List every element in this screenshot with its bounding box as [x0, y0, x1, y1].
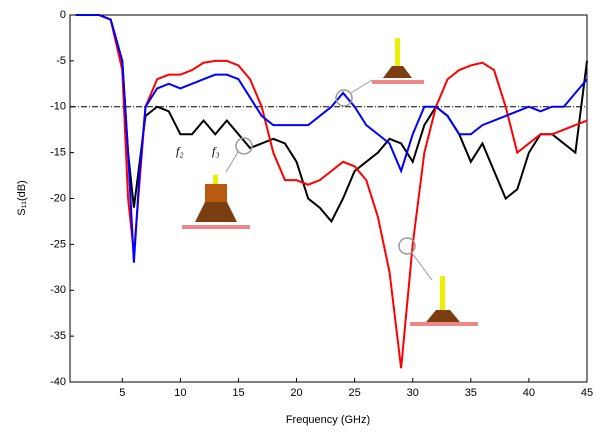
x-tick-label: 40 — [523, 387, 535, 399]
plot-frame — [69, 14, 588, 383]
antenna-icons — [182, 38, 478, 326]
y-tick-label: -40 — [50, 376, 66, 388]
y-tick-label: -10 — [50, 101, 66, 113]
y-tick-label: -5 — [56, 55, 66, 67]
series-line — [75, 14, 588, 263]
x-tick-label: 10 — [174, 387, 186, 399]
x-tick-label: 30 — [407, 387, 419, 399]
y-tick-label: 0 — [60, 9, 66, 21]
y-tick-label: -35 — [50, 330, 66, 342]
x-tick-label: 5 — [119, 387, 125, 399]
x-tick-label: 45 — [581, 387, 593, 399]
x-axis-label: Frequency (GHz) — [286, 414, 370, 426]
x-tick-label: 35 — [465, 387, 477, 399]
x-tick-label: 15 — [232, 387, 244, 399]
series-line — [75, 14, 588, 369]
annotation: f₃ — [212, 144, 220, 158]
series-line — [75, 14, 588, 224]
x-tick-label: 20 — [290, 387, 302, 399]
x-tick-label: 25 — [349, 387, 361, 399]
y-tick-label: -15 — [50, 147, 66, 159]
y-axis-label: S₁₁(dB) — [16, 180, 28, 216]
y-tick-label: -20 — [50, 192, 66, 204]
annotation: f₂ — [176, 144, 184, 158]
y-tick-label: -30 — [50, 284, 66, 296]
y-tick-label: -25 — [50, 238, 66, 250]
